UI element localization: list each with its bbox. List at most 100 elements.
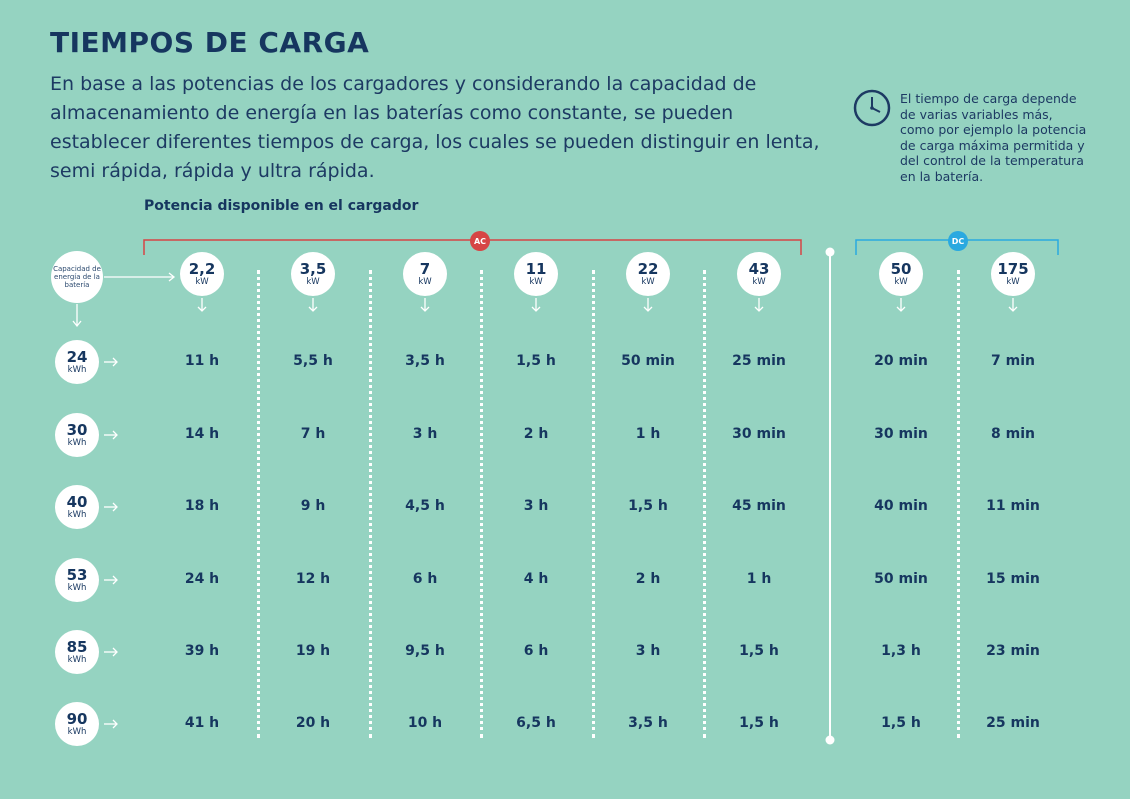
charge-time-cell: 1,5 h bbox=[739, 715, 779, 731]
charge-time-cell: 6,5 h bbox=[516, 715, 556, 731]
charger-down-arrow bbox=[531, 298, 541, 312]
battery-right-arrow bbox=[104, 430, 118, 440]
charge-time-cell: 3 h bbox=[412, 426, 438, 442]
charger-power-heading: Potencia disponible en el cargador bbox=[144, 198, 419, 214]
charger-circle-unit: kW bbox=[529, 277, 543, 287]
battery-right-arrow bbox=[104, 502, 118, 512]
charge-time-cell: 4,5 h bbox=[405, 498, 445, 514]
charger-circle-value: 43 bbox=[748, 260, 770, 278]
battery-circle-unit: kWh bbox=[67, 510, 87, 520]
battery-right-arrow bbox=[104, 357, 118, 367]
column-divider bbox=[369, 270, 372, 738]
battery-circle-unit: kWh bbox=[67, 438, 87, 448]
clock-icon bbox=[853, 89, 891, 127]
charge-time-cell: 1,5 h bbox=[628, 498, 668, 514]
charger-circle-value: 11 bbox=[525, 260, 547, 278]
column-divider bbox=[592, 270, 595, 738]
charge-time-cell: 19 h bbox=[295, 643, 331, 659]
battery-right-arrow bbox=[104, 647, 118, 657]
charger-down-arrow bbox=[308, 298, 318, 312]
charger-down-arrow bbox=[197, 298, 207, 312]
charge-time-cell: 15 min bbox=[986, 571, 1040, 587]
ac-badge: AC bbox=[470, 231, 490, 251]
battery-capacity-label: Capacidad de energía de la batería bbox=[51, 251, 103, 303]
charge-time-cell: 1 h bbox=[746, 571, 772, 587]
charge-time-cell: 11 min bbox=[986, 498, 1040, 514]
page-title: TIEMPOS DE CARGA bbox=[50, 26, 370, 59]
charge-time-cell: 20 h bbox=[295, 715, 331, 731]
charger-circle-unit: kW bbox=[894, 277, 908, 287]
battery-circle: 30 kWh bbox=[55, 413, 99, 457]
charge-time-cell: 23 min bbox=[986, 643, 1040, 659]
charger-down-arrow bbox=[896, 298, 906, 312]
charger-down-arrow bbox=[643, 298, 653, 312]
battery-circle-unit: kWh bbox=[67, 365, 87, 375]
intro-text: En base a las potencias de los cargadore… bbox=[50, 73, 820, 182]
charge-time-cell: 24 h bbox=[184, 571, 220, 587]
separator-bottom-dot bbox=[825, 735, 835, 745]
charge-time-cell: 25 min bbox=[732, 353, 786, 369]
battery-circle-unit: kWh bbox=[67, 655, 87, 665]
battery-circle-value: 53 bbox=[66, 566, 88, 584]
charge-time-cell: 2 h bbox=[523, 426, 549, 442]
charge-time-cell: 1,3 h bbox=[881, 643, 921, 659]
charger-down-arrow bbox=[754, 298, 764, 312]
capacity-right-arrow bbox=[104, 272, 176, 282]
charge-time-cell: 2 h bbox=[635, 571, 661, 587]
charge-time-cell: 1,5 h bbox=[516, 353, 556, 369]
charge-time-cell: 45 min bbox=[732, 498, 786, 514]
charger-circle-value: 50 bbox=[890, 260, 912, 278]
charger-circle: 50 kW bbox=[879, 252, 923, 296]
charger-circle-unit: kW bbox=[195, 277, 209, 287]
charge-time-cell: 3,5 h bbox=[405, 353, 445, 369]
charger-circle-unit: kW bbox=[752, 277, 766, 287]
charge-time-cell: 1,5 h bbox=[881, 715, 921, 731]
charge-time-cell: 7 min bbox=[991, 353, 1035, 369]
charger-circle: 22 kW bbox=[626, 252, 670, 296]
charge-time-cell: 50 min bbox=[621, 353, 675, 369]
battery-circle: 24 kWh bbox=[55, 340, 99, 384]
battery-circle-value: 85 bbox=[66, 638, 88, 656]
dc-badge: DC bbox=[948, 231, 968, 251]
charge-time-cell: 6 h bbox=[523, 643, 549, 659]
battery-circle: 53 kWh bbox=[55, 558, 99, 602]
charge-time-cell: 14 h bbox=[184, 426, 220, 442]
battery-circle-value: 90 bbox=[66, 710, 88, 728]
charge-time-cell: 39 h bbox=[184, 643, 220, 659]
charge-time-cell: 9 h bbox=[300, 498, 326, 514]
column-divider bbox=[957, 270, 960, 738]
charger-circle: 3,5 kW bbox=[291, 252, 335, 296]
column-divider bbox=[703, 270, 706, 738]
charger-circle-unit: kW bbox=[641, 277, 655, 287]
charge-time-cell: 25 min bbox=[986, 715, 1040, 731]
battery-circle-value: 40 bbox=[66, 493, 88, 511]
note-text: El tiempo de carga depende de varias var… bbox=[900, 91, 1087, 184]
charge-time-cell: 1 h bbox=[635, 426, 661, 442]
charger-circle: 43 kW bbox=[737, 252, 781, 296]
battery-circle-unit: kWh bbox=[67, 727, 87, 737]
charge-time-cell: 30 min bbox=[732, 426, 786, 442]
battery-circle: 90 kWh bbox=[55, 702, 99, 746]
charger-circle-unit: kW bbox=[418, 277, 432, 287]
charge-time-cell: 4 h bbox=[523, 571, 549, 587]
charge-time-cell: 20 min bbox=[874, 353, 928, 369]
battery-circle-value: 24 bbox=[66, 348, 88, 366]
battery-circle-unit: kWh bbox=[67, 583, 87, 593]
battery-circle: 85 kWh bbox=[55, 630, 99, 674]
battery-right-arrow bbox=[104, 719, 118, 729]
charge-time-cell: 3 h bbox=[523, 498, 549, 514]
charger-circle-unit: kW bbox=[306, 277, 320, 287]
capacity-down-arrow bbox=[72, 304, 82, 328]
charge-time-cell: 50 min bbox=[874, 571, 928, 587]
charger-down-arrow bbox=[1008, 298, 1018, 312]
charge-time-cell: 3 h bbox=[635, 643, 661, 659]
battery-circle: 40 kWh bbox=[55, 485, 99, 529]
charger-circle-value: 3,5 bbox=[299, 260, 327, 278]
column-divider bbox=[480, 270, 483, 738]
charger-circle: 2,2 kW bbox=[180, 252, 224, 296]
charger-circle-value: 2,2 bbox=[188, 260, 216, 278]
charge-time-cell: 9,5 h bbox=[405, 643, 445, 659]
charger-circle-unit: kW bbox=[1006, 277, 1020, 287]
charge-time-cell: 12 h bbox=[295, 571, 331, 587]
charge-time-cell: 6 h bbox=[412, 571, 438, 587]
